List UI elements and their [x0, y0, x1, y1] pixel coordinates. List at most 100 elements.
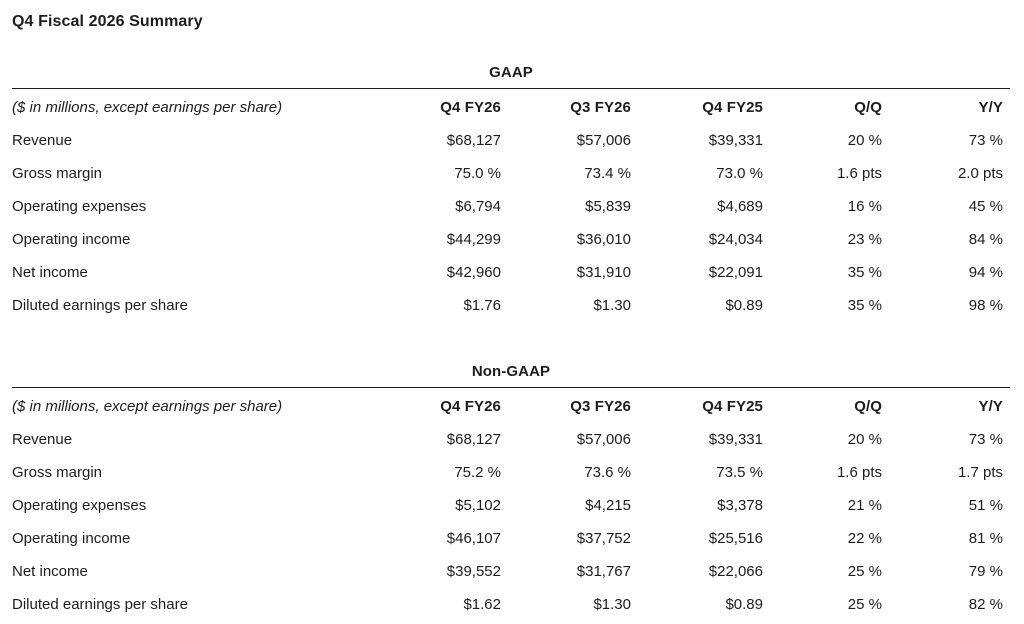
- gaap-table: ($ in millions, except earnings per shar…: [12, 88, 1010, 322]
- row-label: Operating expenses: [12, 198, 147, 215]
- row-label: Net income: [12, 563, 88, 580]
- cell-value: $44,299: [446, 231, 501, 248]
- table-row: Operating expenses $6,794 $5,839 $4,689 …: [12, 190, 1010, 223]
- cell-value: 84 %: [968, 231, 1003, 248]
- cell-value: 73 %: [968, 132, 1003, 149]
- cell-value: $22,066: [708, 563, 763, 580]
- cell-value: 51 %: [968, 497, 1003, 514]
- cell-value: 79 %: [968, 563, 1003, 580]
- row-label: Operating expenses: [12, 497, 147, 514]
- cell-value: 1.7 pts: [957, 464, 1003, 481]
- cell-value: 16 %: [847, 198, 882, 215]
- row-label: Diluted earnings per share: [12, 297, 188, 314]
- row-label: Net income: [12, 264, 88, 281]
- cell-value: 25 %: [847, 563, 882, 580]
- cell-value: 1.6 pts: [836, 165, 882, 182]
- row-label: Revenue: [12, 431, 73, 448]
- cell-value: $0.89: [725, 596, 763, 613]
- non-gaap-unit-note: ($ in millions, except earnings per shar…: [12, 398, 283, 415]
- cell-value: $57,006: [576, 132, 631, 149]
- table-row: Revenue $68,127 $57,006 $39,331 20 % 73 …: [12, 423, 1010, 456]
- table-row: Net income $42,960 $31,910 $22,091 35 % …: [12, 256, 1010, 289]
- cell-value: 25 %: [847, 596, 882, 613]
- cell-value: $25,516: [708, 530, 763, 547]
- cell-value: $22,091: [708, 264, 763, 281]
- non-gaap-column-header-q4fy26: Q4 FY26: [440, 398, 501, 415]
- cell-value: 45 %: [968, 198, 1003, 215]
- cell-value: $36,010: [576, 231, 631, 248]
- cell-value: $39,331: [708, 132, 763, 149]
- row-label: Diluted earnings per share: [12, 596, 188, 613]
- cell-value: 73.4 %: [584, 165, 631, 182]
- non-gaap-table: ($ in millions, except earnings per shar…: [12, 387, 1010, 621]
- cell-value: $1.30: [593, 596, 631, 613]
- gaap-column-header-q3fy26: Q3 FY26: [570, 99, 631, 116]
- cell-value: 73 %: [968, 431, 1003, 448]
- gaap-unit-note: ($ in millions, except earnings per shar…: [12, 99, 283, 116]
- cell-value: $1.62: [463, 596, 501, 613]
- table-row: Operating expenses $5,102 $4,215 $3,378 …: [12, 489, 1010, 522]
- cell-value: 20 %: [847, 132, 882, 149]
- cell-value: $68,127: [446, 132, 501, 149]
- cell-value: $57,006: [576, 431, 631, 448]
- non-gaap-column-header-q4fy25: Q4 FY25: [702, 398, 763, 415]
- row-label: Gross margin: [12, 464, 103, 481]
- cell-value: $42,960: [446, 264, 501, 281]
- table-row: Net income $39,552 $31,767 $22,066 25 % …: [12, 555, 1010, 588]
- cell-value: 94 %: [968, 264, 1003, 281]
- cell-value: $1.76: [463, 297, 501, 314]
- table-row: Gross margin 75.2 % 73.6 % 73.5 % 1.6 pt…: [12, 456, 1010, 489]
- gaap-column-header-q4fy26: Q4 FY26: [440, 99, 501, 116]
- non-gaap-column-header-q3fy26: Q3 FY26: [570, 398, 631, 415]
- cell-value: 23 %: [847, 231, 882, 248]
- row-label: Operating income: [12, 530, 131, 547]
- cell-value: $46,107: [446, 530, 501, 547]
- cell-value: 35 %: [847, 297, 882, 314]
- cell-value: 22 %: [847, 530, 882, 547]
- non-gaap-column-header-yy: Y/Y: [978, 398, 1003, 415]
- non-gaap-column-header-qq: Q/Q: [854, 398, 882, 415]
- non-gaap-header-row: ($ in millions, except earnings per shar…: [12, 387, 1010, 424]
- row-label: Revenue: [12, 132, 73, 149]
- cell-value: 73.5 %: [716, 464, 763, 481]
- cell-value: $6,794: [455, 198, 501, 215]
- gaap-header-row: ($ in millions, except earnings per shar…: [12, 88, 1010, 125]
- cell-value: $31,767: [576, 563, 631, 580]
- cell-value: 73.6 %: [584, 464, 631, 481]
- table-row: Revenue $68,127 $57,006 $39,331 20 % 73 …: [12, 124, 1010, 157]
- cell-value: $39,331: [708, 431, 763, 448]
- cell-value: 20 %: [847, 431, 882, 448]
- cell-value: 81 %: [968, 530, 1003, 547]
- cell-value: 35 %: [847, 264, 882, 281]
- cell-value: 82 %: [968, 596, 1003, 613]
- cell-value: $3,378: [717, 497, 763, 514]
- table-row: Diluted earnings per share $1.76 $1.30 $…: [12, 289, 1010, 322]
- table-row: Gross margin 75.0 % 73.4 % 73.0 % 1.6 pt…: [12, 157, 1010, 190]
- gaap-column-header-q4fy25: Q4 FY25: [702, 99, 763, 116]
- cell-value: $24,034: [708, 231, 763, 248]
- table-row: Operating income $46,107 $37,752 $25,516…: [12, 522, 1010, 555]
- cell-value: 2.0 pts: [957, 165, 1003, 182]
- cell-value: $1.30: [593, 297, 631, 314]
- cell-value: $4,215: [585, 497, 631, 514]
- cell-value: 98 %: [968, 297, 1003, 314]
- cell-value: 75.0 %: [454, 165, 501, 182]
- gaap-section: GAAP ($ in millions, except earnings per…: [12, 64, 1010, 322]
- cell-value: 21 %: [847, 497, 882, 514]
- cell-value: $31,910: [576, 264, 631, 281]
- row-label: Gross margin: [12, 165, 103, 182]
- non-gaap-section: Non-GAAP ($ in millions, except earnings…: [12, 363, 1010, 621]
- gaap-column-header-qq: Q/Q: [854, 99, 882, 116]
- non-gaap-table-title: Non-GAAP: [471, 363, 551, 380]
- cell-value: 75.2 %: [454, 464, 501, 481]
- table-row: Diluted earnings per share $1.62 $1.30 $…: [12, 588, 1010, 621]
- row-label: Operating income: [12, 231, 131, 248]
- cell-value: $5,102: [455, 497, 501, 514]
- cell-value: 1.6 pts: [836, 464, 882, 481]
- page-title: Q4 Fiscal 2026 Summary: [12, 13, 203, 30]
- cell-value: $68,127: [446, 431, 501, 448]
- cell-value: $39,552: [446, 563, 501, 580]
- cell-value: $4,689: [717, 198, 763, 215]
- cell-value: 73.0 %: [716, 165, 763, 182]
